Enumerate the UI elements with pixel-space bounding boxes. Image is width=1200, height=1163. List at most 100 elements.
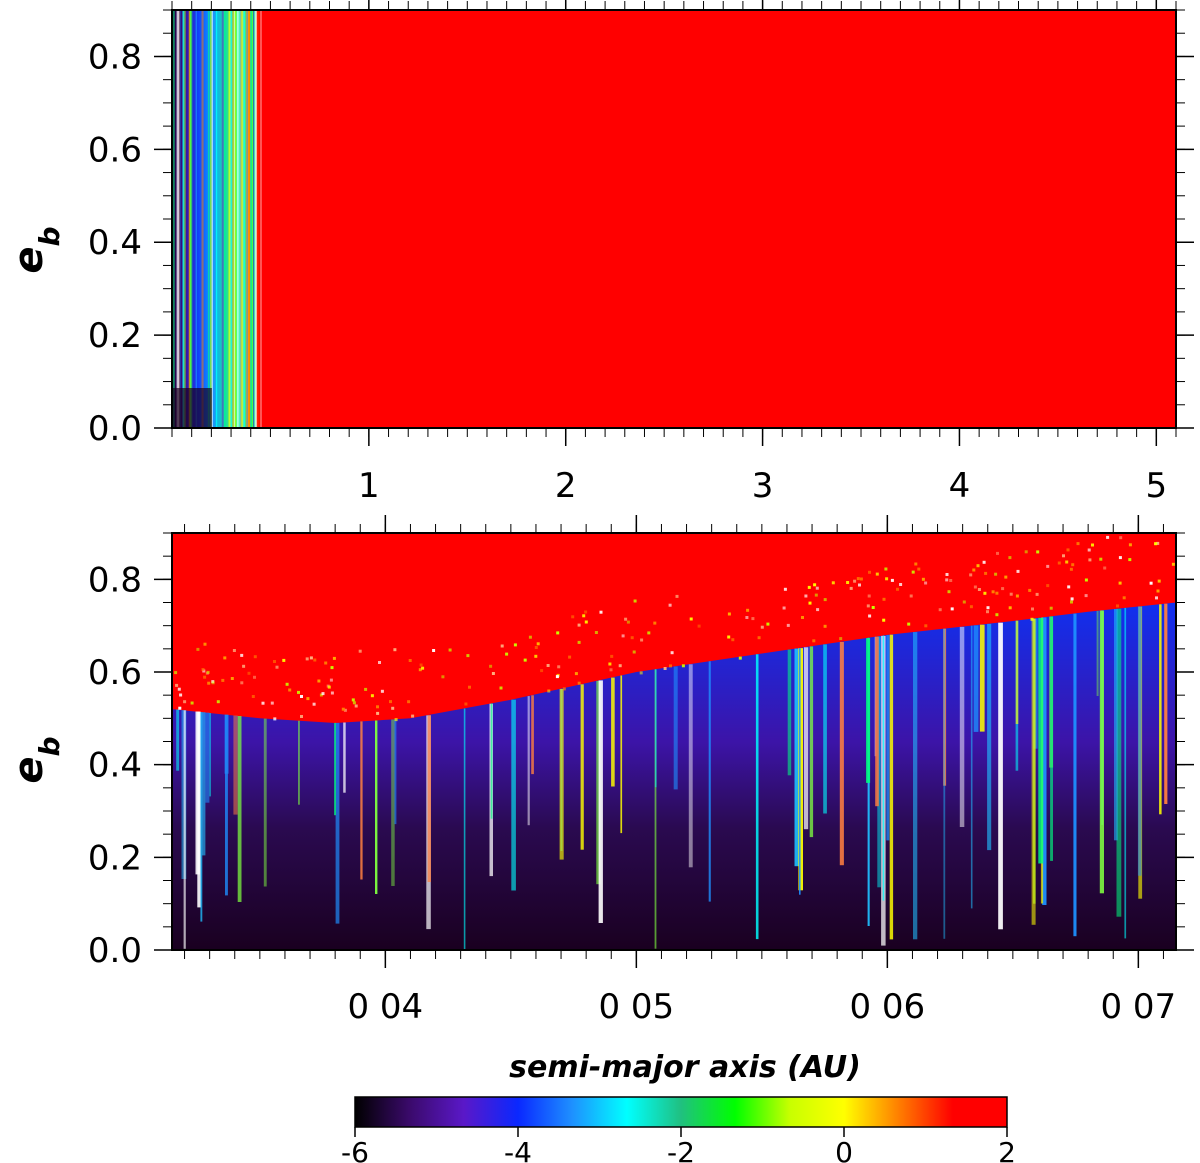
bottom-speckle — [288, 688, 292, 692]
bottom-speckle — [500, 644, 504, 648]
bottom-speckle — [273, 717, 277, 721]
bottom-speckle — [949, 579, 953, 582]
bottom-streak — [1099, 610, 1104, 894]
bottom-speckle — [577, 681, 581, 685]
top-x-tick-label: 2 — [555, 466, 577, 506]
bottom-speckle — [513, 643, 517, 647]
colorbar-tick-label: -4 — [504, 1136, 532, 1163]
bottom-speckle — [914, 562, 918, 566]
bottom-speckle — [1057, 561, 1061, 565]
bottom-speckle — [370, 694, 374, 698]
bottom-speckle — [376, 711, 380, 715]
bottom-streak — [673, 666, 678, 790]
top-streak — [190, 10, 193, 428]
bottom-speckle — [364, 687, 368, 691]
bottom-heatmap — [172, 533, 1176, 950]
bottom-speckle — [203, 642, 207, 646]
top-streak — [252, 10, 255, 428]
bottom-streak — [943, 628, 946, 939]
top-y-tick-label: 0.4 — [88, 223, 142, 263]
top-streak — [230, 10, 233, 428]
top-streak — [172, 10, 175, 428]
bottom-speckle — [329, 678, 333, 682]
top-streak — [238, 10, 240, 428]
bottom-speckle — [909, 594, 913, 598]
bottom-speckle — [391, 706, 395, 710]
colorbar-tick-label: -2 — [667, 1136, 695, 1163]
bottom-speckle — [757, 636, 761, 640]
bottom-speckle — [568, 655, 572, 659]
bottom-y-tick-label: 0.6 — [88, 653, 142, 693]
bottom-speckle — [177, 687, 181, 691]
bottom-speckle — [309, 656, 313, 660]
bottom-speckle — [1009, 592, 1013, 596]
bottom-speckle — [882, 618, 886, 622]
bottom-speckle — [324, 661, 328, 665]
bottom-streak — [375, 720, 378, 894]
bottom-streak — [427, 715, 431, 882]
top-y-axis-title: eb — [6, 226, 66, 273]
bottom-streak — [1096, 610, 1099, 696]
bottom-speckle — [1099, 557, 1103, 561]
bottom-streak — [298, 720, 300, 805]
bottom-speckle — [183, 700, 187, 704]
bottom-speckle — [804, 594, 808, 598]
bottom-speckle — [351, 698, 355, 702]
colorbar-gradient — [354, 1096, 1008, 1128]
bottom-speckle — [408, 659, 412, 662]
bottom-speckle — [1036, 550, 1040, 554]
bottom-speckle — [681, 664, 685, 668]
bottom-speckle — [282, 658, 286, 662]
bottom-speckle — [1149, 581, 1153, 585]
bottom-speckle — [858, 583, 861, 587]
bottom-y-tick-label: 0.0 — [88, 931, 142, 971]
bottom-speckle — [1156, 541, 1160, 545]
bottom-streak — [866, 638, 871, 783]
top-streak — [233, 10, 235, 428]
bottom-speckle — [907, 622, 911, 626]
bottom-speckle — [190, 701, 194, 705]
bottom-speckle — [738, 656, 742, 660]
bottom-speckle — [201, 668, 205, 671]
top-y-tick-label: 0.6 — [88, 130, 142, 170]
bottom-streak — [511, 699, 516, 891]
bottom-speckle — [178, 706, 182, 710]
bottom-streak — [973, 625, 979, 732]
bottom-speckle — [823, 624, 827, 628]
bottom-speckle — [609, 668, 613, 672]
bottom-speckle — [203, 675, 207, 679]
bottom-speckle — [982, 560, 986, 564]
bottom-speckle — [1088, 558, 1092, 562]
bottom-speckle — [221, 678, 225, 682]
bottom-streak — [1164, 603, 1168, 804]
bottom-speckle — [1076, 542, 1080, 546]
bottom-speckle — [594, 631, 598, 634]
bottom-speckle — [984, 571, 988, 575]
bottom-speckle — [972, 568, 976, 572]
bottom-speckle — [969, 573, 973, 577]
bottom-speckle — [216, 700, 220, 704]
bottom-speckle — [962, 600, 966, 604]
bottom-speckle — [640, 638, 644, 642]
top-y-tick-label: 0.0 — [88, 409, 142, 449]
bottom-streak — [334, 722, 336, 816]
top-panel: 0.0 0.2 0.4 0.6 0.8 1 2 3 4 5 eb — [6, 0, 1194, 506]
bottom-streak — [809, 646, 814, 838]
bottom-speckle — [849, 586, 853, 590]
bottom-speckle — [1070, 597, 1074, 601]
bottom-speckle — [882, 597, 886, 601]
bottom-streak — [943, 628, 947, 786]
bottom-streak — [654, 669, 657, 949]
bottom-speckle — [358, 649, 362, 653]
top-streak — [195, 10, 197, 428]
bottom-speckle — [174, 671, 178, 675]
bottom-speckle — [1004, 575, 1008, 579]
bottom-speckle — [938, 608, 942, 612]
bottom-speckle — [253, 655, 257, 659]
bottom-streak — [224, 714, 229, 774]
bottom-speckle — [407, 700, 411, 704]
bottom-streak — [882, 635, 885, 901]
bottom-speckle — [670, 651, 674, 655]
bottom-speckle — [555, 675, 559, 679]
bottom-axes: 0.0 0.2 0.4 0.6 0.8 0 04 0 05 0 06 0 07 — [88, 515, 1194, 1027]
